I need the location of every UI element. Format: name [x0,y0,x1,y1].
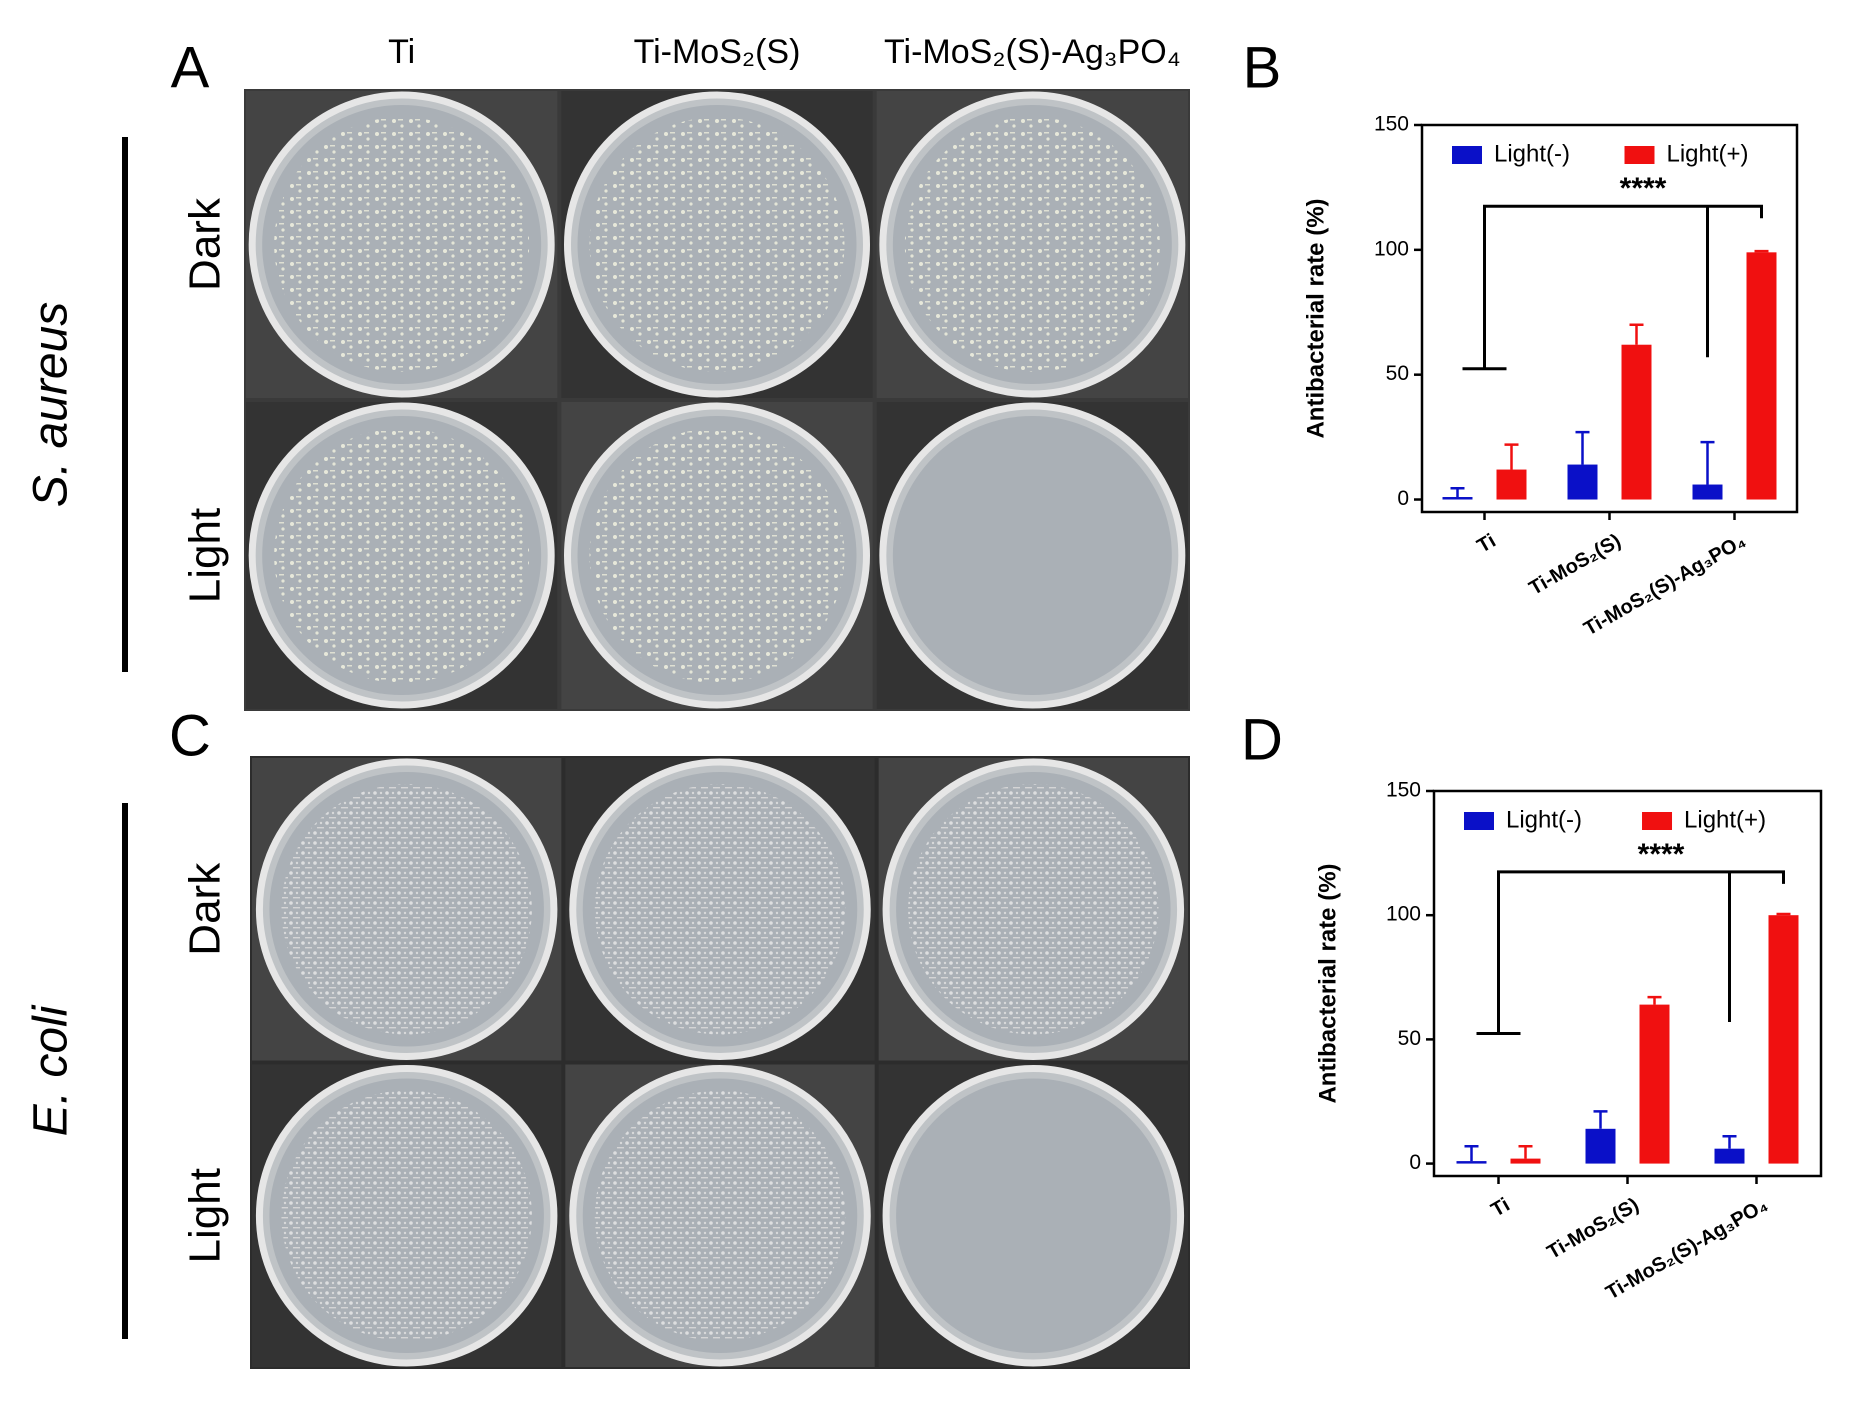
bar [1442,497,1473,500]
bar [1746,252,1777,500]
colonies [589,117,845,372]
colonies [281,784,532,1035]
colonies [281,1090,532,1341]
x-tick-label: Ti [1474,530,1500,558]
bar [1456,1161,1487,1164]
legend-swatch [1464,812,1494,830]
bar [1639,1004,1670,1164]
colonies [904,117,1160,372]
row-label: Dark [181,197,230,291]
error-bar [1776,912,1791,916]
row-label: Light [181,508,230,603]
colonies [274,428,530,683]
error-bar [1593,1110,1608,1129]
bar [1585,1128,1616,1164]
legend-label: Light(-) [1506,806,1582,833]
species-label: E. coli [25,1004,78,1136]
significance-label: **** [1638,838,1685,871]
x-tick-label: Ti [1488,1194,1514,1222]
x-tick-label: Ti-MoS₂(S) [1525,530,1624,600]
panel-letter: B [1243,35,1282,100]
error-bar [1464,1144,1479,1162]
row-label: Light [181,1168,230,1263]
error-bar [1647,995,1662,1005]
error-bar [1575,430,1590,465]
y-axis-label: Antibacterial rate (%) [1302,198,1329,438]
bar [1692,484,1723,500]
legend-label: Light(+) [1667,140,1749,167]
y-axis-label: Antibacterial rate (%) [1314,863,1341,1103]
y-tick-label: 150 [1386,779,1421,802]
bar [1510,1158,1541,1164]
y-tick-label: 100 [1386,903,1421,926]
legend-label: Light(+) [1684,806,1766,833]
panel-letter: C [169,703,211,768]
legend-swatch [1624,146,1655,164]
bar [1714,1148,1745,1164]
error-bar [1450,487,1465,498]
plot-frame [1420,123,1799,514]
error-bar [1700,440,1715,485]
y-tick-label: 50 [1386,362,1409,385]
error-bar [1754,249,1769,253]
bar [1768,915,1799,1164]
legend-label: Light(-) [1494,140,1570,167]
plot-frame [1432,789,1823,1178]
y-tick-label: 100 [1374,237,1409,260]
error-bar [1629,323,1644,345]
colonies [594,1090,846,1341]
agar [892,416,1172,695]
y-tick-label: 150 [1374,113,1409,136]
significance-bracket [1476,870,1785,1036]
legend-swatch [1452,146,1482,164]
y-tick-label: 0 [1397,487,1409,510]
bar [1567,464,1598,500]
column-label: Ti-MoS₂(S) [634,33,801,71]
error-bar [1722,1135,1737,1149]
column-label: Ti-MoS₂(S)-Ag₃PO₄ [884,33,1181,71]
panel-letter: A [171,35,210,100]
significance-label: **** [1620,172,1667,205]
species-label: S. aureus [25,302,78,507]
colonies [594,784,846,1035]
bar [1621,344,1652,500]
agar [896,1078,1171,1353]
error-bar [1518,1144,1533,1159]
colonies [589,428,845,683]
error-bar [1504,443,1519,470]
y-tick-label: 50 [1398,1027,1421,1050]
x-tick-label: Ti-MoS₂(S) [1543,1194,1642,1264]
colonies [908,784,1159,1035]
bar [1496,469,1527,500]
panel-letter: D [1241,707,1283,772]
significance-bracket [1462,204,1763,371]
colonies [274,117,530,372]
legend-swatch [1642,812,1673,830]
row-label: Dark [181,862,230,956]
column-label: Ti [388,33,415,71]
y-tick-label: 0 [1409,1151,1421,1174]
